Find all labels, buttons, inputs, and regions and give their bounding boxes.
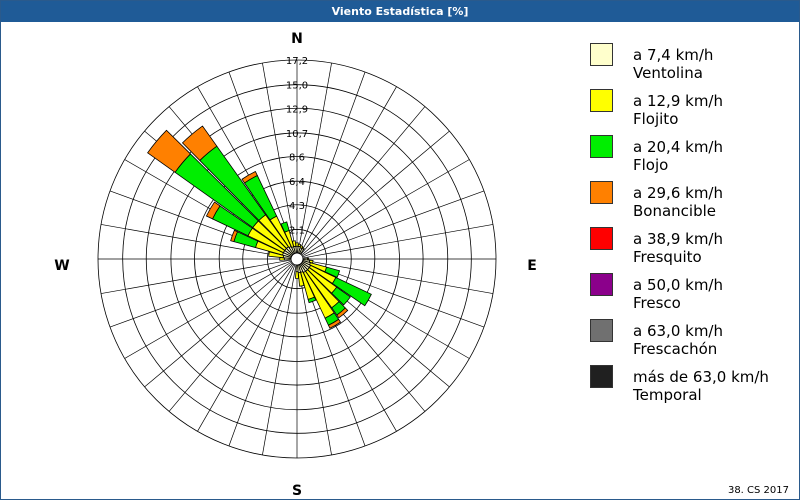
south-label: S	[292, 483, 302, 499]
wind-sector-segment	[181, 125, 218, 162]
east-label: E	[527, 258, 537, 274]
legend-name: Frescachón	[633, 340, 718, 358]
grid-spoke	[168, 263, 294, 412]
legend-swatch	[590, 319, 613, 342]
legend-swatch	[590, 89, 613, 112]
legend-item: a 29,6 km/h Bonancible	[590, 179, 790, 225]
legend-label: a 12,9 km/h Flojito	[633, 92, 723, 128]
legend-label: a 38,9 km/h Fresquito	[633, 230, 723, 266]
legend-name: Ventolina	[633, 64, 703, 82]
west-label: W	[54, 258, 69, 274]
legend-speed: a 7,4 km/h	[633, 46, 714, 64]
legend-speed: a 63,0 km/h	[633, 322, 723, 340]
legend-name: Flojo	[633, 156, 669, 174]
legend-item: a 63,0 km/h Frescachón	[590, 317, 790, 363]
grid-spoke	[197, 264, 295, 432]
radial-tick: 2,1	[289, 225, 305, 236]
grid-spoke	[301, 130, 450, 256]
grid-spoke	[262, 264, 297, 456]
legend-label: a 20,4 km/h Flojo	[633, 138, 723, 174]
polar-grid	[97, 59, 497, 459]
grid-spoke	[100, 259, 292, 294]
wind-sector-segment	[147, 129, 192, 173]
radial-tick: 4,3	[289, 201, 305, 212]
legend-speed: a 20,4 km/h	[633, 138, 723, 156]
wind-sector-segment	[295, 271, 299, 279]
wind-sector-segment	[230, 229, 238, 243]
legend-name: Temporal	[633, 386, 702, 404]
legend-item: a 38,9 km/h Fresquito	[590, 225, 790, 271]
grid-spoke	[299, 86, 397, 254]
grid-spoke	[262, 62, 297, 254]
legend-swatch	[590, 43, 613, 66]
legend-name: Bonancible	[633, 202, 717, 220]
legend-label: a 7,4 km/h Ventolina	[633, 46, 713, 82]
wind-sector-segment	[307, 296, 317, 304]
wind-sector-segment	[297, 271, 305, 287]
legend-swatch	[590, 227, 613, 250]
radial-tick: 17,2	[286, 56, 308, 67]
legend-item: a 20,4 km/h Flojo	[590, 133, 790, 179]
footer-text: 38. CS 2017	[727, 485, 789, 496]
legend-name: Fresquito	[633, 248, 702, 266]
grid-spoke	[109, 260, 292, 328]
grid-spoke	[300, 106, 426, 255]
grid-spoke	[297, 264, 332, 456]
legend-speed: a 29,6 km/h	[633, 184, 723, 202]
legend-item: a 12,9 km/h Flojito	[590, 87, 790, 133]
legend-swatch	[590, 273, 613, 296]
wind-sector-segment	[331, 286, 351, 306]
radial-tick-labels: 2,1 4,3 6,4 8,6 10,7 12,9 15,0 17,2	[286, 56, 308, 236]
legend-swatch	[590, 365, 613, 388]
grid-spoke	[302, 224, 494, 259]
radial-tick: 12,9	[286, 104, 308, 115]
wind-sectors	[147, 125, 372, 329]
grid-spoke	[302, 159, 470, 257]
legend-item: a 50,0 km/h Fresco	[590, 271, 790, 317]
wind-sector-segment	[297, 243, 302, 248]
legend-label: a 63,0 km/h Frescachón	[633, 322, 723, 358]
grid-spoke	[144, 262, 293, 388]
grid-spoke	[302, 190, 485, 258]
legend-label: más de 63,0 km/h Temporal	[633, 368, 769, 404]
radial-tick: 10,7	[286, 129, 308, 140]
legend-swatch	[590, 181, 613, 204]
legend-name: Flojito	[633, 110, 679, 128]
grid-spoke	[124, 261, 292, 359]
radial-tick: 15,0	[286, 81, 308, 92]
north-label: N	[291, 31, 303, 47]
wind-sector-segment	[336, 307, 349, 319]
radial-tick: 6,4	[289, 177, 305, 188]
legend-speed: más de 63,0 km/h	[633, 368, 769, 386]
grid-spoke	[228, 264, 296, 447]
wind-sector-segment	[324, 266, 341, 278]
wind-sector-segment	[295, 242, 299, 247]
wind-sector-segment	[327, 318, 342, 329]
grid-spoke	[302, 259, 494, 294]
legend-label: a 50,0 km/h Fresco	[633, 276, 723, 312]
wind-sector-segment	[205, 201, 221, 220]
grid-spoke	[298, 71, 366, 254]
wind-sector-segment	[331, 276, 372, 307]
legend-swatch	[590, 135, 613, 158]
wind-sector-segment	[280, 221, 290, 233]
legend-label: a 29,6 km/h Bonancible	[633, 184, 723, 220]
window-title: Viento Estadística [%]	[1, 1, 799, 22]
legend-name: Fresco	[633, 294, 681, 312]
radial-tick: 8,6	[289, 153, 305, 164]
legend-speed: a 12,9 km/h	[633, 92, 723, 110]
wind-sector-segment	[301, 246, 305, 250]
legend: a 7,4 km/h Ventolina a 12,9 km/h Flojito a 2…	[590, 41, 790, 409]
legend-speed: a 38,9 km/h	[633, 230, 723, 248]
wind-sector-segment	[241, 170, 258, 184]
grid-spoke	[100, 224, 292, 259]
legend-speed: a 50,0 km/h	[633, 276, 723, 294]
legend-item: más de 63,0 km/h Temporal	[590, 363, 790, 409]
wind-sector-segment	[291, 240, 297, 248]
wind-sector-segment	[295, 264, 299, 273]
grid-spoke	[297, 62, 332, 254]
legend-item: a 7,4 km/h Ventolina	[590, 41, 790, 87]
